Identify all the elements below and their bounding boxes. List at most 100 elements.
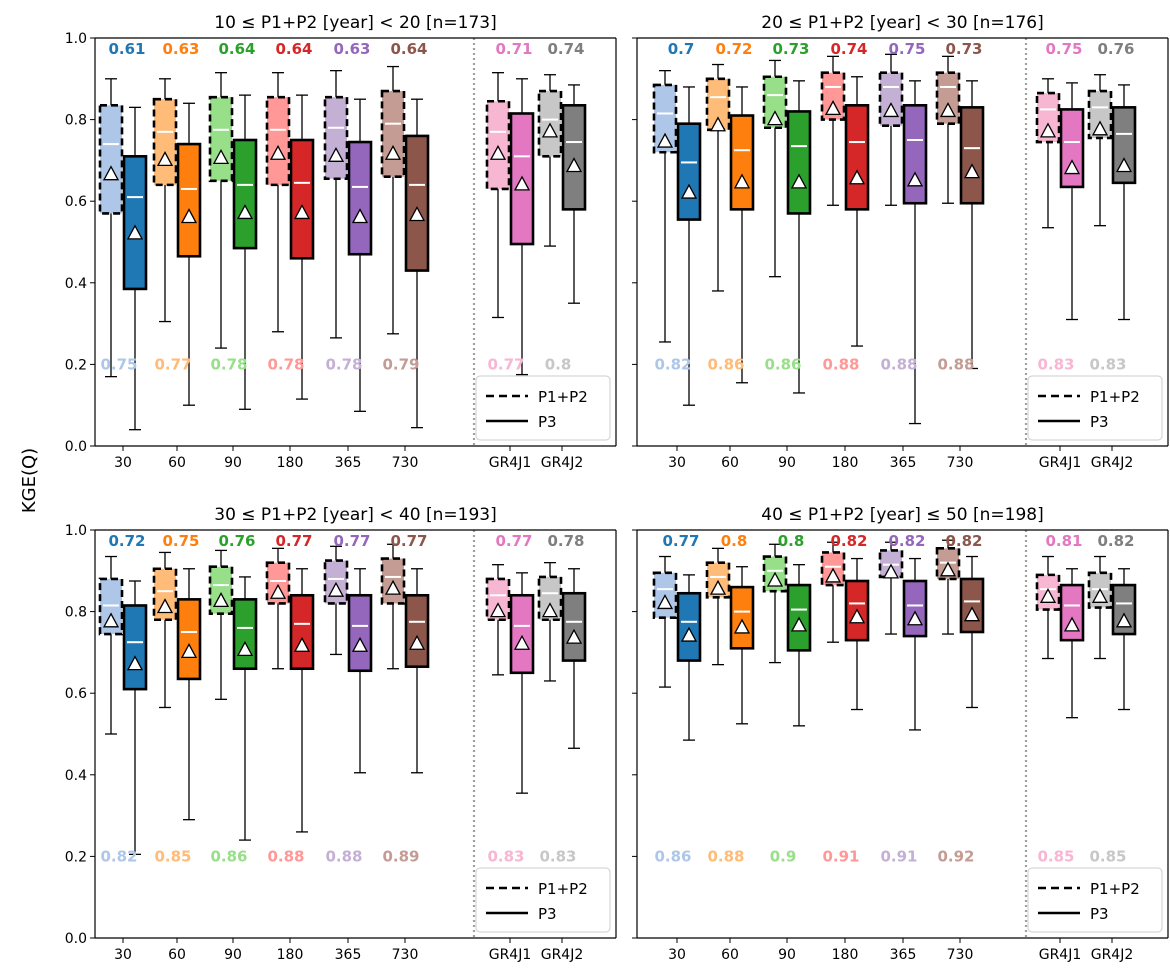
top-value-label: 0.74 [547, 40, 584, 58]
legend: P1+P2 P3 [475, 375, 611, 441]
x-tick-label: GR4J2 [1091, 455, 1134, 471]
box [347, 140, 373, 256]
p1p2-box-30 [652, 555, 678, 688]
box [232, 598, 258, 671]
top-value-label: 0.7 [668, 40, 695, 58]
mean-marker [351, 208, 369, 224]
p1p2-box-730 [935, 539, 961, 635]
p1p2-box-365 [878, 541, 904, 635]
bottom-value-label: 0.83 [1089, 355, 1126, 373]
mean-marker [102, 165, 120, 181]
mean-marker [939, 561, 957, 577]
x-tick-label: GR4J2 [541, 455, 584, 471]
legend-label: P1+P2 [538, 880, 588, 898]
p1p2-box-30 [98, 78, 124, 378]
bottom-value-label: 0.83 [539, 847, 576, 865]
x-tick-label: GR4J1 [489, 947, 532, 963]
bottom-value-label: 0.86 [764, 355, 801, 373]
y-tick-label: 0.2 [65, 849, 87, 865]
mean-marker [733, 173, 751, 189]
box [208, 565, 234, 615]
y-tick-label: 1.0 [65, 31, 87, 47]
x-tick-label: 30 [668, 947, 686, 963]
p3-box-60 [176, 568, 202, 821]
mean-marker [156, 598, 174, 614]
p1p2-box-GR4J2 [537, 74, 563, 247]
mean-marker [963, 606, 981, 622]
p3-box-180 [844, 557, 870, 711]
box [1059, 583, 1085, 642]
mean-marker [848, 608, 866, 624]
p1p2-box-90 [762, 543, 788, 664]
mean-marker [906, 610, 924, 626]
box [1111, 583, 1137, 636]
p1p2-box-730 [380, 543, 406, 670]
x-tick-label: 30 [668, 455, 686, 471]
y-tick-label: 0.4 [65, 276, 87, 292]
panel-3: 30 ≤ P1+P2 [year] < 40 [n=193] 0.0 0.2 0.4 0… [65, 505, 617, 963]
box [176, 598, 202, 681]
mean-marker [824, 567, 842, 583]
bottom-value-label: 0.92 [937, 847, 974, 865]
mean-marker [882, 102, 900, 118]
mean-marker [1063, 159, 1081, 175]
top-value-label: 0.75 [888, 40, 925, 58]
p3-box-365 [902, 80, 928, 425]
mean-marker [126, 655, 144, 671]
box [676, 122, 702, 221]
p3-box-60 [729, 566, 755, 725]
legend-label: P3 [538, 905, 557, 923]
panel-title: 20 ≤ P1+P2 [year] < 30 [n=176] [761, 13, 1043, 33]
box [729, 114, 755, 211]
p3-box-730 [404, 98, 430, 429]
bottom-value-label: 0.88 [822, 355, 859, 373]
box [729, 585, 755, 650]
mean-marker [939, 102, 957, 118]
mean-marker [656, 132, 674, 148]
bottom-value-label: 0.82 [100, 847, 137, 865]
x-tick-label: 60 [168, 947, 186, 963]
bottom-value-label: 0.88 [325, 847, 362, 865]
bottom-value-label: 0.78 [267, 355, 304, 373]
bottom-value-label: 0.85 [1037, 847, 1074, 865]
box [265, 561, 291, 605]
legend-box [475, 375, 611, 441]
box [122, 155, 148, 291]
mean-marker [1091, 120, 1109, 136]
top-value-label: 0.82 [888, 532, 925, 550]
legend-label: P1+P2 [538, 388, 588, 406]
bottom-value-label: 0.79 [382, 355, 419, 373]
x-tick-label: 730 [392, 947, 419, 963]
p1p2-box-GR4J1 [485, 564, 511, 676]
x-tick-label: 180 [277, 947, 304, 963]
p3-box-180 [844, 76, 870, 347]
box [1087, 89, 1113, 140]
p3-box-730 [404, 568, 430, 774]
legend-box [475, 867, 611, 933]
box [1111, 106, 1137, 185]
p1p2-box-90 [208, 72, 234, 349]
mean-marker [709, 579, 727, 595]
box [208, 95, 234, 183]
p1p2-box-GR4J2 [537, 561, 563, 682]
top-value-label: 0.63 [162, 40, 199, 58]
mean-marker [1039, 122, 1057, 138]
panel-title: 10 ≤ P1+P2 [year] < 20 [n=173] [214, 13, 496, 33]
p1p2-box-60 [705, 547, 731, 666]
bottom-value-label: 0.77 [487, 355, 524, 373]
y-tick-label: 0.6 [65, 194, 87, 210]
mean-marker [1063, 616, 1081, 632]
top-value-label: 0.75 [162, 532, 199, 550]
mean-marker [790, 173, 808, 189]
top-value-label: 0.77 [495, 532, 532, 550]
top-value-label: 0.64 [275, 40, 312, 58]
box [122, 604, 148, 691]
p1p2-box-365 [323, 69, 349, 339]
mean-marker [656, 594, 674, 610]
top-value-label: 0.8 [721, 532, 748, 550]
p1p2-box-90 [208, 549, 234, 700]
p1p2-box-730 [935, 55, 961, 204]
p3-box-90 [786, 564, 812, 727]
legend: P1+P2 P3 [1027, 867, 1163, 933]
